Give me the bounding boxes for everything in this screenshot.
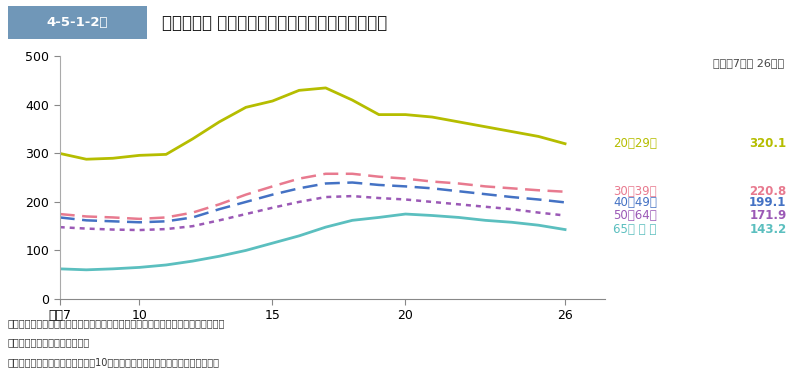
Text: 20～29歳: 20～29歳: [613, 137, 657, 150]
Text: 注　１　警察庁の統計，警察庁交通局の資料及び総務省統計局の人口資料による。: 注 １ 警察庁の統計，警察庁交通局の資料及び総務省統計局の人口資料による。: [8, 318, 225, 328]
Text: 143.2: 143.2: [749, 223, 786, 236]
Text: 30～39歳: 30～39歳: [613, 185, 657, 198]
Text: 4-5-1-2図: 4-5-1-2図: [47, 17, 108, 29]
Text: ３　「人口比」は，各年齢層10万人当たりの一般刑法犯検挙人員をいう。: ３ 「人口比」は，各年齢層10万人当たりの一般刑法犯検挙人員をいう。: [8, 357, 220, 367]
Text: 50～64歳: 50～64歳: [613, 209, 657, 222]
Text: 199.1: 199.1: [749, 196, 786, 209]
Text: 171.9: 171.9: [749, 209, 786, 222]
Text: （平成7年～ 26年）: （平成7年～ 26年）: [713, 58, 784, 68]
Text: 220.8: 220.8: [749, 185, 786, 198]
Text: 40～49歳: 40～49歳: [613, 196, 657, 209]
Text: 65歳 以 上: 65歳 以 上: [613, 223, 656, 236]
Text: 320.1: 320.1: [749, 137, 786, 150]
Text: ２　犯行時の年齢による。: ２ 犯行時の年齢による。: [8, 337, 90, 347]
Text: 一般刑法犯 検挙人員の人口比の推移（年齢層別）: 一般刑法犯 検挙人員の人口比の推移（年齢層別）: [162, 14, 387, 32]
